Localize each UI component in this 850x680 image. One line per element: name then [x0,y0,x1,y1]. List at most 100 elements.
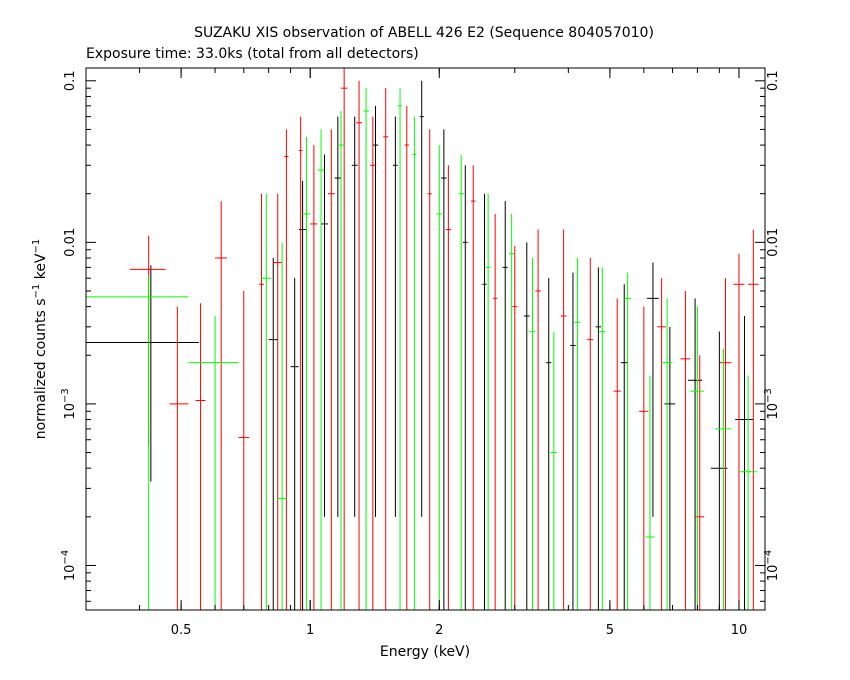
data-point [748,229,759,610]
data-point [599,267,606,610]
data-point [195,303,206,610]
data-point [436,145,443,610]
data-point [273,193,283,610]
y-tick-base: 0.01 [63,228,78,257]
data-point [215,201,228,610]
y-axis-label-sup2: −1 [31,239,42,254]
data-point [587,258,594,610]
data-point [639,306,649,610]
data-point [393,116,398,517]
data-point [645,375,655,610]
data-point [383,88,389,610]
data-point [412,116,417,610]
data-point [327,129,335,610]
data-point [337,111,345,610]
data-point [441,129,447,610]
data-point [298,180,307,610]
data-point [512,245,518,610]
y-tick-base: 10 [766,565,781,582]
x-tick-label: 1 [306,623,314,638]
data-point [738,375,757,610]
y-tick-base: 0.01 [766,228,781,257]
data-point [502,201,508,610]
data-point [710,331,728,610]
data-point [574,258,581,610]
y-tick-exponent: −4 [60,550,71,565]
y-axis-label-main: normalized counts s [33,298,49,439]
data-point [370,116,376,610]
data-point [298,116,303,610]
series-1 [130,68,759,610]
plot-frame [85,67,766,611]
y-tick-label: 0.1 [63,70,78,91]
data-point [363,88,369,610]
data-point [493,213,498,610]
data-point [620,284,628,610]
data-point [290,278,299,610]
data-point [735,316,754,610]
data-point [470,165,476,610]
x-axis-label: Energy (keV) [380,644,470,660]
data-point [238,290,250,610]
data-point [657,278,666,610]
data-point [535,229,541,610]
data-point [130,235,166,446]
y-tick-label: 0.01 [63,228,78,257]
data-point [268,258,278,610]
data-point [550,331,557,610]
data-point [188,316,239,610]
chart-subtitle: Exposure time: 33.0ks (total from all de… [86,46,419,62]
data-point [595,267,602,610]
data-point [715,348,732,610]
data-point [302,136,311,610]
data-point [169,306,189,610]
data-point [458,154,464,610]
data-point [664,326,676,610]
data-point [509,213,515,610]
y-tick-label: 10−4 [60,550,78,581]
chart-title: SUZAKU XIS observation of ABELL 426 E2 (… [194,25,654,41]
data-point [334,116,342,517]
data-point [284,129,289,610]
y-tick-label-right: 0.1 [766,70,781,91]
data-point [529,258,536,610]
y-tick-base: 10 [63,403,78,420]
data-point [261,193,271,610]
data-point [719,278,732,610]
data-point [351,116,358,517]
data-point [397,88,403,610]
data-point [310,145,318,610]
data-point [523,242,530,610]
data-point [341,68,348,610]
data-point [277,242,287,610]
y-axis-label-mid: keV [33,253,49,284]
data-point [646,262,659,517]
x-tick-label: 0.5 [171,623,192,638]
y-tick-exponent: −4 [763,550,774,565]
data-point [445,165,451,610]
y-tick-base: 10 [63,565,78,582]
data-point [372,105,379,517]
x-tick-label: 2 [435,623,443,638]
data-point [317,129,325,610]
data-point [613,298,621,610]
y-tick-base: 0.1 [766,70,781,91]
data-point [695,355,705,610]
data-point [86,265,199,482]
y-tick-exponent: −3 [763,388,774,403]
y-axis-label: normalized counts s−1 keV−1 [31,239,49,440]
plot-area [86,68,759,610]
data-point [259,193,264,610]
data-point [546,278,552,610]
data-point [624,272,632,610]
data-point [560,229,567,610]
data-point [356,80,362,610]
y-tick-label: 10−3 [60,388,78,419]
data-point [485,193,491,610]
y-tick-exponent: −3 [60,388,71,403]
data-point [482,193,487,610]
x-tick-label: 10 [731,623,748,638]
y-tick-label-right: 10−4 [763,550,781,581]
